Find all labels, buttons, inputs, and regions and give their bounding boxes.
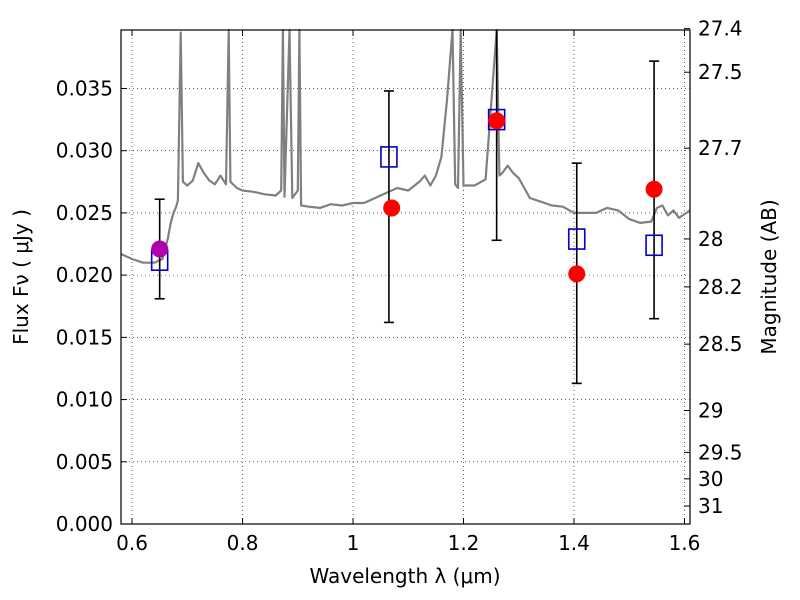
- flux-point-marker: [488, 112, 506, 130]
- y-tick-label: 0.005: [56, 450, 113, 474]
- flux-point-marker: [568, 265, 586, 283]
- flux-point-marker: [151, 240, 169, 258]
- right-tick-label: 29: [698, 399, 723, 423]
- x-tick-label: 1.4: [558, 531, 590, 555]
- right-axis-label: Magnitude (AB): [757, 199, 781, 354]
- right-tick-label: 30: [698, 467, 723, 491]
- x-tick-label: 1: [347, 531, 360, 555]
- right-tick-label: 28.2: [698, 275, 743, 299]
- y-tick-label: 0.035: [56, 76, 113, 100]
- x-axis-label: Wavelength λ (μm): [309, 564, 500, 588]
- model-square-marker: [380, 146, 398, 168]
- y-tick-label: 0.015: [56, 325, 113, 349]
- model-square-marker: [567, 228, 586, 250]
- flux-point-marker: [383, 199, 401, 217]
- marker-layer: [150, 108, 663, 283]
- y-tick-label: 0.030: [56, 139, 113, 163]
- x-tick-label: 1.2: [448, 531, 480, 555]
- right-tick-label: 27.7: [698, 136, 743, 160]
- x-tick-label: 1.6: [669, 531, 701, 555]
- y-tick-label: 0.020: [56, 263, 113, 287]
- right-tick-label: 27.4: [698, 17, 743, 41]
- spectrum-line: [120, 28, 691, 264]
- plot-frame: [120, 29, 691, 525]
- y-tick-label: 0.000: [56, 512, 113, 536]
- x-tick-label: 0.6: [116, 531, 148, 555]
- x-tick-label: 0.8: [227, 531, 259, 555]
- tick-layer: 0.6 0.8 1 1.2 1.4 1.6 0.000 0.005 0.010 0.015 0.02…: [56, 17, 743, 555]
- right-tick-label: 28.5: [698, 332, 743, 356]
- errorbar-layer: [154, 30, 660, 385]
- right-tick-label: 31: [698, 494, 723, 518]
- y-tick-label: 0.025: [56, 201, 113, 225]
- right-tick-label: 27.5: [698, 60, 743, 84]
- model-square-marker: [645, 234, 663, 257]
- flux-point-marker: [645, 180, 663, 198]
- spectrum-layer: [120, 28, 691, 264]
- y-tick-label: 0.010: [56, 388, 113, 412]
- y-axis-label: Flux Fν ( μJy ): [9, 209, 33, 345]
- right-tick-label: 29.5: [698, 440, 743, 464]
- right-tick-label: 28: [698, 227, 723, 251]
